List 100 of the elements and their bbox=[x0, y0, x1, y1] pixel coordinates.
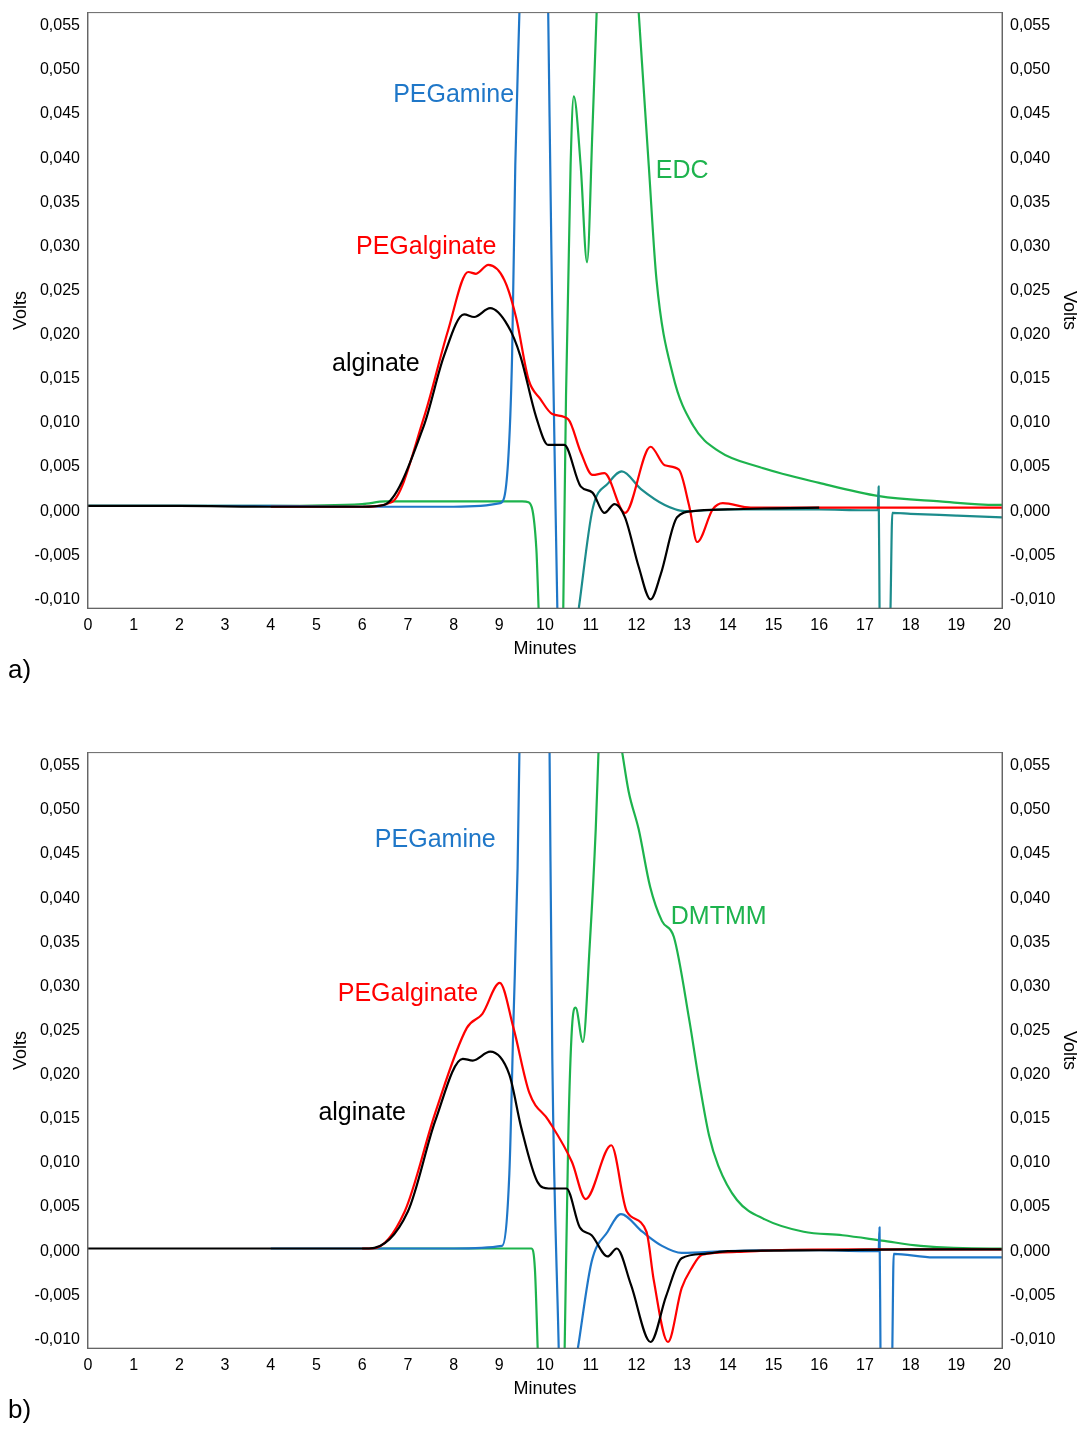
x-tick-label: 4 bbox=[266, 1356, 276, 1374]
y2-tick-label: 0,045 bbox=[1010, 104, 1051, 122]
x-tick-label: 19 bbox=[947, 616, 966, 634]
y-tick-label: 0,010 bbox=[39, 1153, 81, 1171]
y2-tick-label: 0,040 bbox=[1010, 148, 1051, 166]
x-tick-label: 13 bbox=[673, 616, 692, 634]
x-tick-label: 18 bbox=[901, 616, 920, 634]
y-tick-label: 0,040 bbox=[39, 148, 81, 166]
x-tick-label: 14 bbox=[718, 1356, 737, 1374]
x-tick-label: 19 bbox=[947, 1356, 966, 1374]
x-tick-label: 8 bbox=[449, 616, 459, 634]
x-axis-title: Minutes bbox=[513, 1378, 577, 1399]
y2-tick-label: 0,000 bbox=[1010, 501, 1051, 519]
y2-tick-label: 0,020 bbox=[1010, 1065, 1051, 1083]
text: b) bbox=[8, 1394, 32, 1425]
y2-tick-label: 0,030 bbox=[1010, 236, 1051, 254]
y-tick-label: -0,005 bbox=[34, 545, 81, 563]
x-axis-title: Minutes bbox=[513, 638, 577, 659]
series-label: PEGalginate bbox=[355, 231, 497, 260]
line-series bbox=[87, 1050, 1003, 1344]
x-tick-label: 14 bbox=[718, 616, 737, 634]
y2-tick-label: 0,010 bbox=[1010, 1153, 1051, 1171]
x-tick-label: 16 bbox=[810, 616, 829, 634]
x-tick-label: 16 bbox=[810, 1356, 829, 1374]
y2-axis-title: Volts bbox=[1060, 1030, 1081, 1070]
x-tick-label: 10 bbox=[536, 616, 554, 634]
y2-tick-label: 0,020 bbox=[1010, 325, 1051, 343]
y2-tick-label: 0,040 bbox=[1010, 888, 1051, 906]
y2-tick-label: 0,055 bbox=[1010, 16, 1051, 34]
y2-tick-label: 0,030 bbox=[1010, 976, 1051, 994]
x-tick-label: 11 bbox=[582, 1356, 600, 1374]
y-tick-label: 0,020 bbox=[39, 1065, 81, 1083]
x-tick-label: 3 bbox=[220, 1356, 230, 1374]
series-label: alginate bbox=[318, 1097, 406, 1126]
x-tick-label: 11 bbox=[582, 616, 600, 634]
x-tick-label: 7 bbox=[403, 1356, 413, 1374]
y-tick-label: 0,035 bbox=[39, 932, 81, 950]
y-tick-label: 0,045 bbox=[39, 844, 81, 862]
y2-tick-label: -0,010 bbox=[1010, 589, 1056, 607]
y-tick-label: 0,030 bbox=[39, 236, 81, 254]
series-label: alginate bbox=[332, 347, 420, 376]
text: a) bbox=[8, 654, 32, 685]
y-tick-label: 0,025 bbox=[39, 280, 81, 298]
x-tick-label: 5 bbox=[312, 1356, 322, 1374]
y2-tick-label: 0,035 bbox=[1010, 932, 1051, 950]
y2-tick-label: 0,050 bbox=[1010, 800, 1051, 818]
y-tick-label: 0,000 bbox=[39, 1241, 81, 1259]
y-axis-title: Volts bbox=[9, 1030, 30, 1070]
x-tick-label: 12 bbox=[627, 616, 646, 634]
y-tick-label: 0,015 bbox=[39, 1109, 81, 1127]
y2-tick-label: 0,015 bbox=[1010, 1109, 1051, 1127]
y-tick-label: 0,045 bbox=[39, 104, 81, 122]
y2-tick-label: 0,010 bbox=[1010, 413, 1051, 431]
y-tick-label: 0,025 bbox=[39, 1020, 81, 1038]
series-label: PEGamine bbox=[393, 78, 515, 107]
y2-tick-label: 0,025 bbox=[1010, 280, 1051, 298]
x-tick-label: 18 bbox=[901, 1356, 920, 1374]
x-tick-label: 5 bbox=[312, 616, 322, 634]
x-tick-label: 13 bbox=[673, 1356, 692, 1374]
y2-tick-label: 0,015 bbox=[1010, 369, 1051, 387]
y-tick-label: 0,035 bbox=[39, 192, 81, 210]
line-series bbox=[87, 307, 821, 601]
y2-tick-label: 0,050 bbox=[1010, 60, 1051, 78]
y2-tick-label: 0,045 bbox=[1010, 844, 1051, 862]
x-tick-label: 20 bbox=[993, 616, 1012, 634]
series-label: DMTMM bbox=[670, 900, 767, 929]
y-axis-title: Volts bbox=[9, 290, 30, 330]
y-tick-label: 0,055 bbox=[39, 16, 81, 34]
y-tick-label: 0,030 bbox=[39, 976, 81, 994]
y2-tick-label: 0,005 bbox=[1010, 457, 1051, 475]
y-tick-label: 0,040 bbox=[39, 888, 81, 906]
x-tick-label: 1 bbox=[129, 1356, 139, 1374]
series-label: PEGalginate bbox=[337, 978, 479, 1007]
x-tick-label: 12 bbox=[627, 1356, 646, 1374]
y2-tick-label: 0,000 bbox=[1010, 1241, 1051, 1259]
x-tick-label: 0 bbox=[83, 1356, 93, 1374]
x-tick-label: 4 bbox=[266, 616, 276, 634]
y2-tick-label: 0,055 bbox=[1010, 756, 1051, 774]
x-tick-label: 17 bbox=[856, 1356, 874, 1374]
series-label: PEGamine bbox=[374, 824, 496, 853]
x-tick-label: 9 bbox=[494, 616, 504, 634]
y-tick-label: 0,055 bbox=[39, 756, 81, 774]
y2-tick-label: -0,005 bbox=[1010, 1285, 1056, 1303]
y-tick-label: -0,010 bbox=[34, 1329, 81, 1347]
y2-tick-label: 0,025 bbox=[1010, 1020, 1051, 1038]
y-tick-label: 0,015 bbox=[39, 369, 81, 387]
y-tick-label: 0,020 bbox=[39, 325, 81, 343]
x-tick-label: 17 bbox=[856, 616, 874, 634]
x-tick-label: 6 bbox=[357, 1356, 367, 1374]
x-tick-label: 1 bbox=[129, 616, 139, 634]
x-tick-label: 2 bbox=[174, 1356, 184, 1374]
x-tick-label: 15 bbox=[764, 1356, 783, 1374]
x-tick-label: 6 bbox=[357, 616, 367, 634]
series-label: EDC bbox=[655, 154, 709, 183]
y-tick-label: 0,005 bbox=[39, 1197, 81, 1215]
x-tick-label: 8 bbox=[449, 1356, 459, 1374]
y-tick-label: 0,050 bbox=[39, 60, 81, 78]
y-tick-label: -0,010 bbox=[34, 589, 81, 607]
x-tick-label: 10 bbox=[536, 1356, 554, 1374]
x-tick-label: 20 bbox=[993, 1356, 1012, 1374]
